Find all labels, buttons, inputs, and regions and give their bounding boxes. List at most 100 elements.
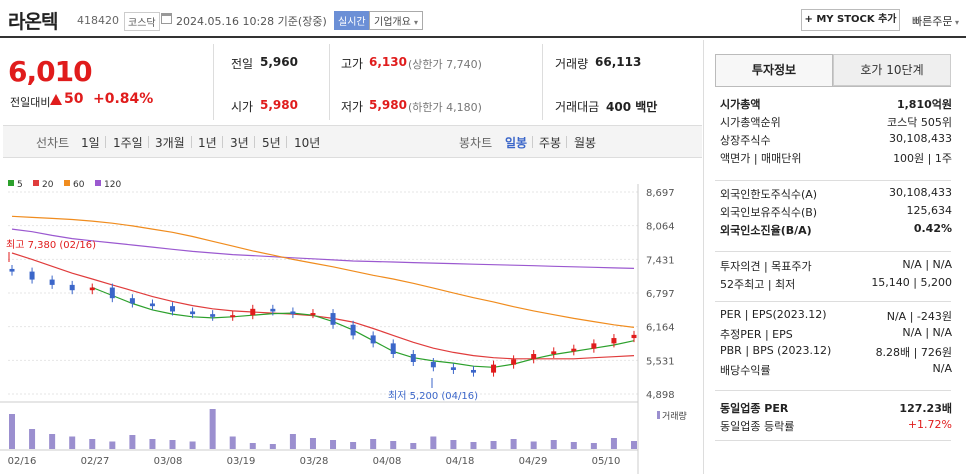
candle [450, 367, 456, 370]
volume-bar [229, 436, 236, 449]
volume-bar [189, 441, 196, 449]
chevron-down-icon: ▾ [952, 18, 960, 27]
info-row: 시가총액 1,810억원 [720, 96, 952, 112]
info-row-value: 8.28배 | 726원 [875, 346, 952, 359]
x-tick-label: 04/29 [519, 456, 548, 467]
info-row: PER | EPS(2023.12) N/A | -243원 [720, 308, 952, 324]
info-row: 액면가 | 매매단위 100원 | 1주 [720, 150, 952, 166]
volume-bar [49, 434, 56, 449]
volume-legend-swatch [657, 411, 660, 419]
y-tick-label: 8,064 [646, 222, 675, 233]
volume-bar [69, 436, 76, 449]
volume-bar [149, 439, 156, 449]
ma20-line [11, 252, 635, 360]
chevron-down-icon: ▾ [414, 18, 419, 27]
x-tick-label: 04/08 [373, 456, 402, 467]
info-row-label: 외국인한도주식수(A) [720, 188, 818, 201]
info-row-label: 동일업종 등락률 [720, 420, 795, 433]
candle [290, 311, 296, 315]
quick-order-button[interactable]: 빠른주문 ▾ [912, 13, 959, 29]
chart-legend: 5 20 60 120 [8, 180, 121, 190]
volume-bar [631, 441, 637, 449]
lower-limit: (하한가 4,180) [408, 101, 482, 114]
change-value: 50 [64, 91, 84, 107]
info-row-value: 30,108,433 [889, 132, 952, 145]
upper-limit: (상한가 7,740) [408, 58, 482, 71]
tab-orderbook-10[interactable]: 호가 10단계 [833, 54, 951, 86]
volume-bar [590, 443, 597, 449]
low-annotation: 최저 5,200 (04/16) [388, 390, 478, 402]
candle [571, 348, 577, 352]
prev-close-value: 5,960 [260, 55, 298, 69]
x-tick-label: 02/27 [81, 456, 110, 467]
candle [49, 279, 55, 285]
tab-1year[interactable]: 1년 [198, 136, 217, 150]
up-arrow-icon [50, 94, 62, 105]
volume-bar [269, 444, 276, 449]
candle [170, 306, 176, 312]
candle [470, 369, 476, 373]
legend-label: 20 [42, 180, 54, 190]
candle [149, 303, 155, 307]
volume-bar [610, 438, 617, 449]
candle [310, 313, 316, 316]
tab-10year[interactable]: 10년 [294, 136, 321, 150]
line-chart-label: 선차트 [36, 136, 70, 150]
ma120-line [11, 228, 635, 269]
open-value: 5,980 [260, 98, 298, 112]
volume-bar [169, 440, 176, 449]
tab-5year[interactable]: 5년 [262, 136, 281, 150]
volume-bar [430, 436, 437, 449]
tab-3month[interactable]: 3개월 [155, 136, 185, 150]
volume-bar [530, 441, 537, 449]
candle [9, 268, 15, 272]
candle [129, 298, 135, 304]
legend-label: 60 [73, 180, 85, 190]
info-row-label: 동일업종 PER [720, 402, 789, 415]
corp-info-dropdown[interactable]: 기업개요 ▾ [369, 11, 424, 30]
candle [69, 284, 75, 291]
volume-bar [309, 438, 316, 449]
y-tick-label: 7,431 [646, 255, 675, 266]
add-mystock-button[interactable]: + MY STOCK 추가 [801, 9, 900, 31]
calendar-icon [161, 13, 172, 24]
current-price: 6,010 [8, 55, 93, 88]
tab-1week[interactable]: 1주일 [113, 136, 143, 150]
info-row: 외국인한도주식수(A) 30,108,433 [720, 186, 952, 202]
open-label: 시가 [231, 100, 254, 114]
candle [350, 324, 356, 336]
candle [551, 351, 557, 355]
market-badge: 코스닥 [124, 12, 160, 31]
change-percent: +0.84% [93, 91, 154, 107]
info-row: 추정PER | EPS N/A | N/A [720, 326, 952, 342]
candle [29, 271, 35, 280]
tab-weekly[interactable]: 주봉 [539, 136, 562, 150]
tab-monthly[interactable]: 월봉 [574, 136, 597, 150]
ma5-line [92, 286, 635, 368]
legend-swatch [33, 180, 39, 186]
y-tick-label: 5,531 [646, 356, 675, 367]
tab-daily[interactable]: 일봉 [505, 136, 528, 150]
tab-3year[interactable]: 3년 [230, 136, 249, 150]
volume-legend-label: 거래량 [662, 410, 687, 422]
volume-bar [29, 429, 36, 449]
high-label: 고가 [341, 57, 364, 71]
info-row-label: 외국인소진율(B/A) [720, 224, 812, 237]
x-tick-label: 04/18 [446, 456, 475, 467]
info-row-value: N/A [932, 362, 952, 375]
tab-1day[interactable]: 1일 [81, 136, 100, 150]
info-row-label: 외국인보유주식수(B) [720, 206, 818, 219]
y-tick-label: 6,164 [646, 323, 675, 334]
volume-bar [570, 442, 577, 449]
candle [591, 343, 597, 349]
x-tick-label: 03/28 [300, 456, 329, 467]
volume-bar [510, 439, 517, 449]
tab-investment-info[interactable]: 투자정보 [715, 54, 833, 86]
stock-name: 라온텍 [8, 11, 58, 33]
info-row-label: PER | EPS(2023.12) [720, 308, 827, 321]
volume-bar [209, 409, 216, 449]
info-row: 52주최고 | 최저 15,140 | 5,200 [720, 276, 952, 292]
info-row-label: 추정PER | EPS [720, 328, 793, 341]
candle [89, 287, 95, 291]
legend-label: 5 [17, 180, 23, 190]
